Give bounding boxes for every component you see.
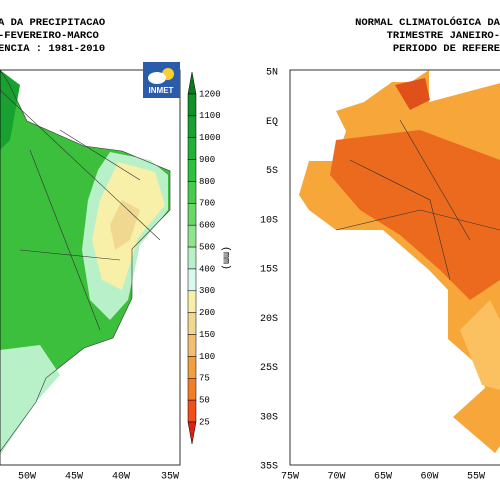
title-line: ENCIA : 1981-2010 — [0, 43, 105, 55]
colorbar-label: 1100 — [199, 111, 221, 121]
colorbar-label: 50 — [199, 396, 210, 406]
colorbar-label: 75 — [199, 374, 210, 384]
colorbar-label: 500 — [199, 242, 215, 252]
colorbar-box — [187, 290, 197, 313]
x-label: 45W — [65, 472, 83, 483]
logo-text: INMET — [149, 86, 174, 95]
y-label: 25S — [260, 363, 278, 374]
colorbar-box — [187, 246, 197, 270]
y-label: 15S — [260, 265, 278, 276]
colorbar-label: 900 — [199, 155, 215, 165]
colorbar-box — [187, 137, 197, 160]
colorbar-box — [187, 159, 197, 182]
y-label: 30S — [260, 412, 278, 423]
colorbar-box — [187, 356, 197, 379]
x-label: 40W — [112, 472, 130, 483]
x-label: 70W — [327, 472, 345, 483]
x-label: 55W — [467, 472, 485, 483]
title-line: TRIMESTRE JANEIRO- — [387, 30, 500, 42]
title-line: PERIODO DE REFERE — [393, 43, 500, 55]
left-frame — [0, 69, 181, 466]
colorbar-unit: (mm) — [219, 246, 231, 270]
right-frame — [289, 69, 500, 466]
precip-map — [0, 70, 180, 465]
x-label: 65W — [374, 472, 392, 483]
colorbar-label: 100 — [199, 352, 215, 362]
x-label: 35W — [161, 472, 179, 483]
colorbar-arrow — [187, 421, 197, 445]
colorbar-label: 1000 — [199, 133, 221, 143]
title-line: NORMAL CLIMATOLÓGICA DA — [355, 15, 500, 29]
title-line: -FEVEREIRO-MARCO — [0, 30, 99, 42]
x-label: 60W — [420, 472, 438, 483]
colorbar-label: 700 — [199, 199, 215, 209]
y-label: 10S — [260, 215, 278, 226]
colorbar-label: 150 — [199, 330, 215, 340]
colorbar-arrow — [187, 71, 197, 95]
colorbar-box — [187, 181, 197, 204]
y-label: 20S — [260, 314, 278, 325]
colorbar-box — [187, 334, 197, 357]
colorbar-label: 400 — [199, 264, 215, 274]
y-label: 5S — [266, 166, 278, 177]
colorbar-label: 800 — [199, 177, 215, 187]
colorbar-label: 300 — [199, 286, 215, 296]
colorbar-box — [187, 268, 197, 292]
colorbar-box — [187, 312, 197, 335]
colorbar-box — [187, 93, 197, 117]
colorbar-box — [187, 399, 197, 423]
colorbar-box — [187, 224, 197, 248]
colorbar-box — [187, 378, 197, 401]
y-label: 35S — [260, 462, 278, 473]
colorbar-box — [187, 203, 197, 226]
x-label: 50W — [18, 472, 36, 483]
x-label: 75W — [281, 472, 299, 483]
colorbar-label: 1200 — [199, 89, 221, 99]
title-line: A DA PRECIPITACAO — [0, 17, 105, 29]
temp-map — [290, 70, 500, 465]
y-label: 5N — [266, 68, 278, 79]
colorbar-label: 600 — [199, 221, 215, 231]
colorbar-label: 200 — [199, 308, 215, 318]
y-label: EQ — [266, 117, 278, 128]
colorbar-label: 25 — [199, 417, 210, 427]
colorbar-box — [187, 115, 197, 138]
